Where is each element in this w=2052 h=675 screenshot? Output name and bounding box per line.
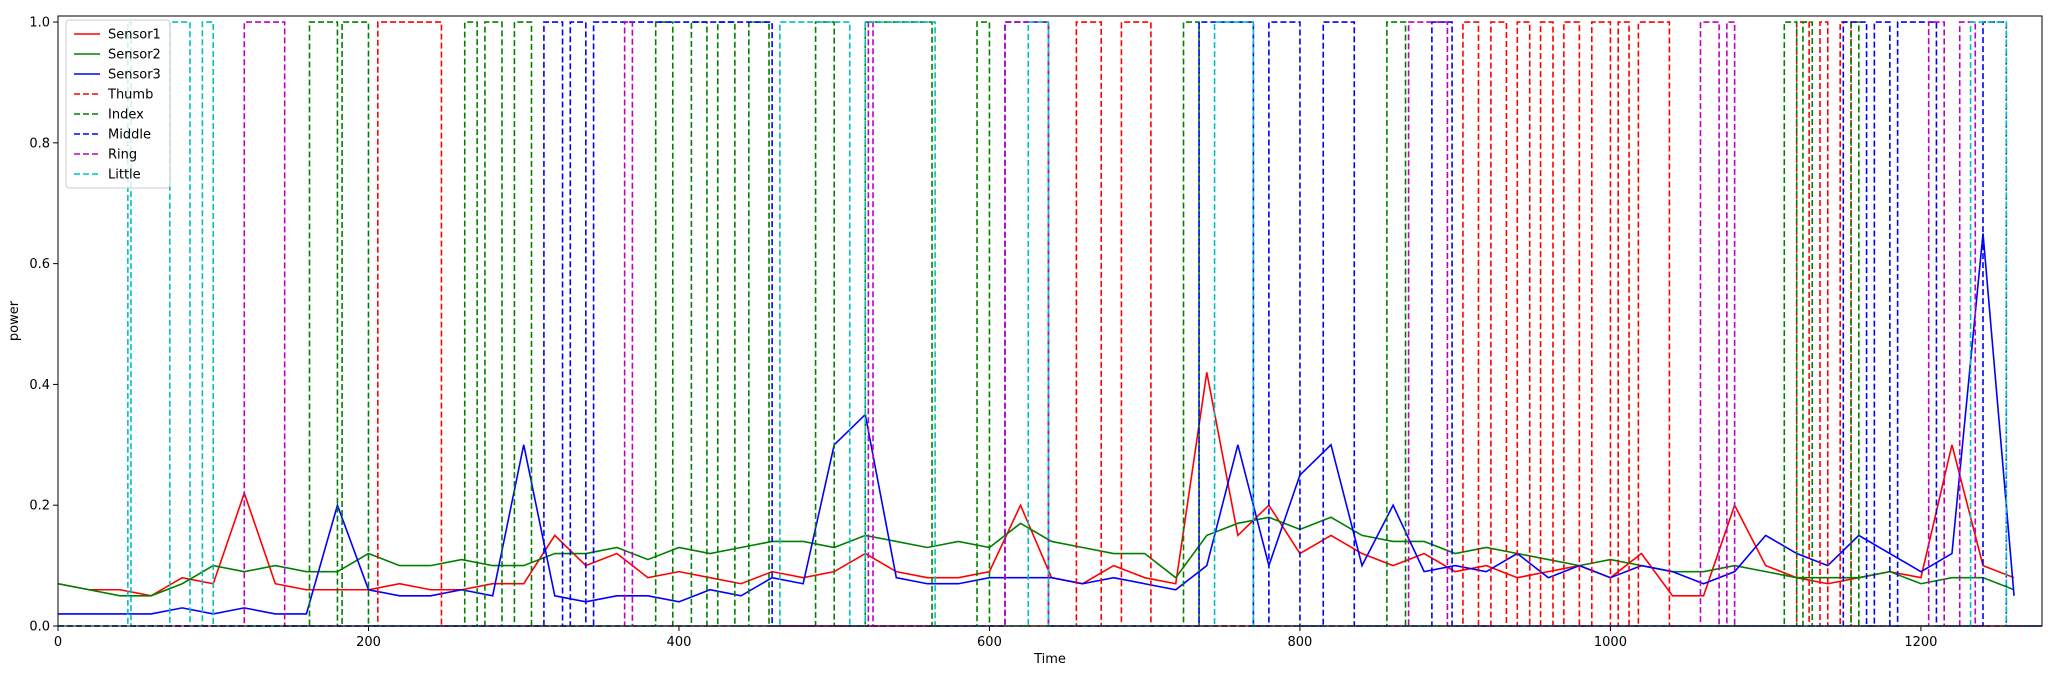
- legend-label: Little: [108, 168, 141, 183]
- y-tick-label: 0.4: [29, 378, 50, 393]
- sensor-line: [58, 516, 2015, 597]
- y-tick-label: 0.2: [29, 499, 50, 514]
- x-tick-label: 1000: [1594, 635, 1627, 650]
- legend-label: Thumb: [107, 88, 153, 103]
- y-tick-label: 0.8: [29, 136, 50, 151]
- y-axis-label: power: [7, 300, 22, 341]
- y-tick-label: 1.0: [29, 16, 50, 31]
- step-line: [58, 21, 2042, 627]
- x-tick-label: 200: [356, 635, 381, 650]
- x-axis-label: Time: [1033, 652, 1066, 667]
- legend-box: [65, 19, 171, 189]
- legend-label: Sensor1: [108, 28, 161, 43]
- sensor-line: [58, 233, 2015, 615]
- step-line: [58, 21, 2042, 627]
- step-line: [58, 21, 2042, 627]
- plot-frame: [57, 15, 2043, 627]
- step-line: [58, 21, 2042, 627]
- legend-label: Sensor3: [108, 68, 161, 83]
- y-tick-label: 0.0: [29, 620, 50, 635]
- x-tick-label: 600: [977, 635, 1002, 650]
- legend-label: Index: [108, 108, 144, 123]
- legend-label: Sensor2: [108, 48, 161, 63]
- x-tick-label: 800: [1288, 635, 1313, 650]
- x-tick-label: 400: [667, 635, 692, 650]
- x-tick-label: 1200: [1904, 635, 1937, 650]
- legend-label: Ring: [108, 148, 137, 163]
- y-tick-label: 0.6: [29, 257, 50, 272]
- step-line: [58, 21, 2042, 627]
- sensor-line: [58, 372, 2015, 597]
- x-tick-label: 0: [54, 635, 62, 650]
- legend-label: Middle: [108, 128, 151, 143]
